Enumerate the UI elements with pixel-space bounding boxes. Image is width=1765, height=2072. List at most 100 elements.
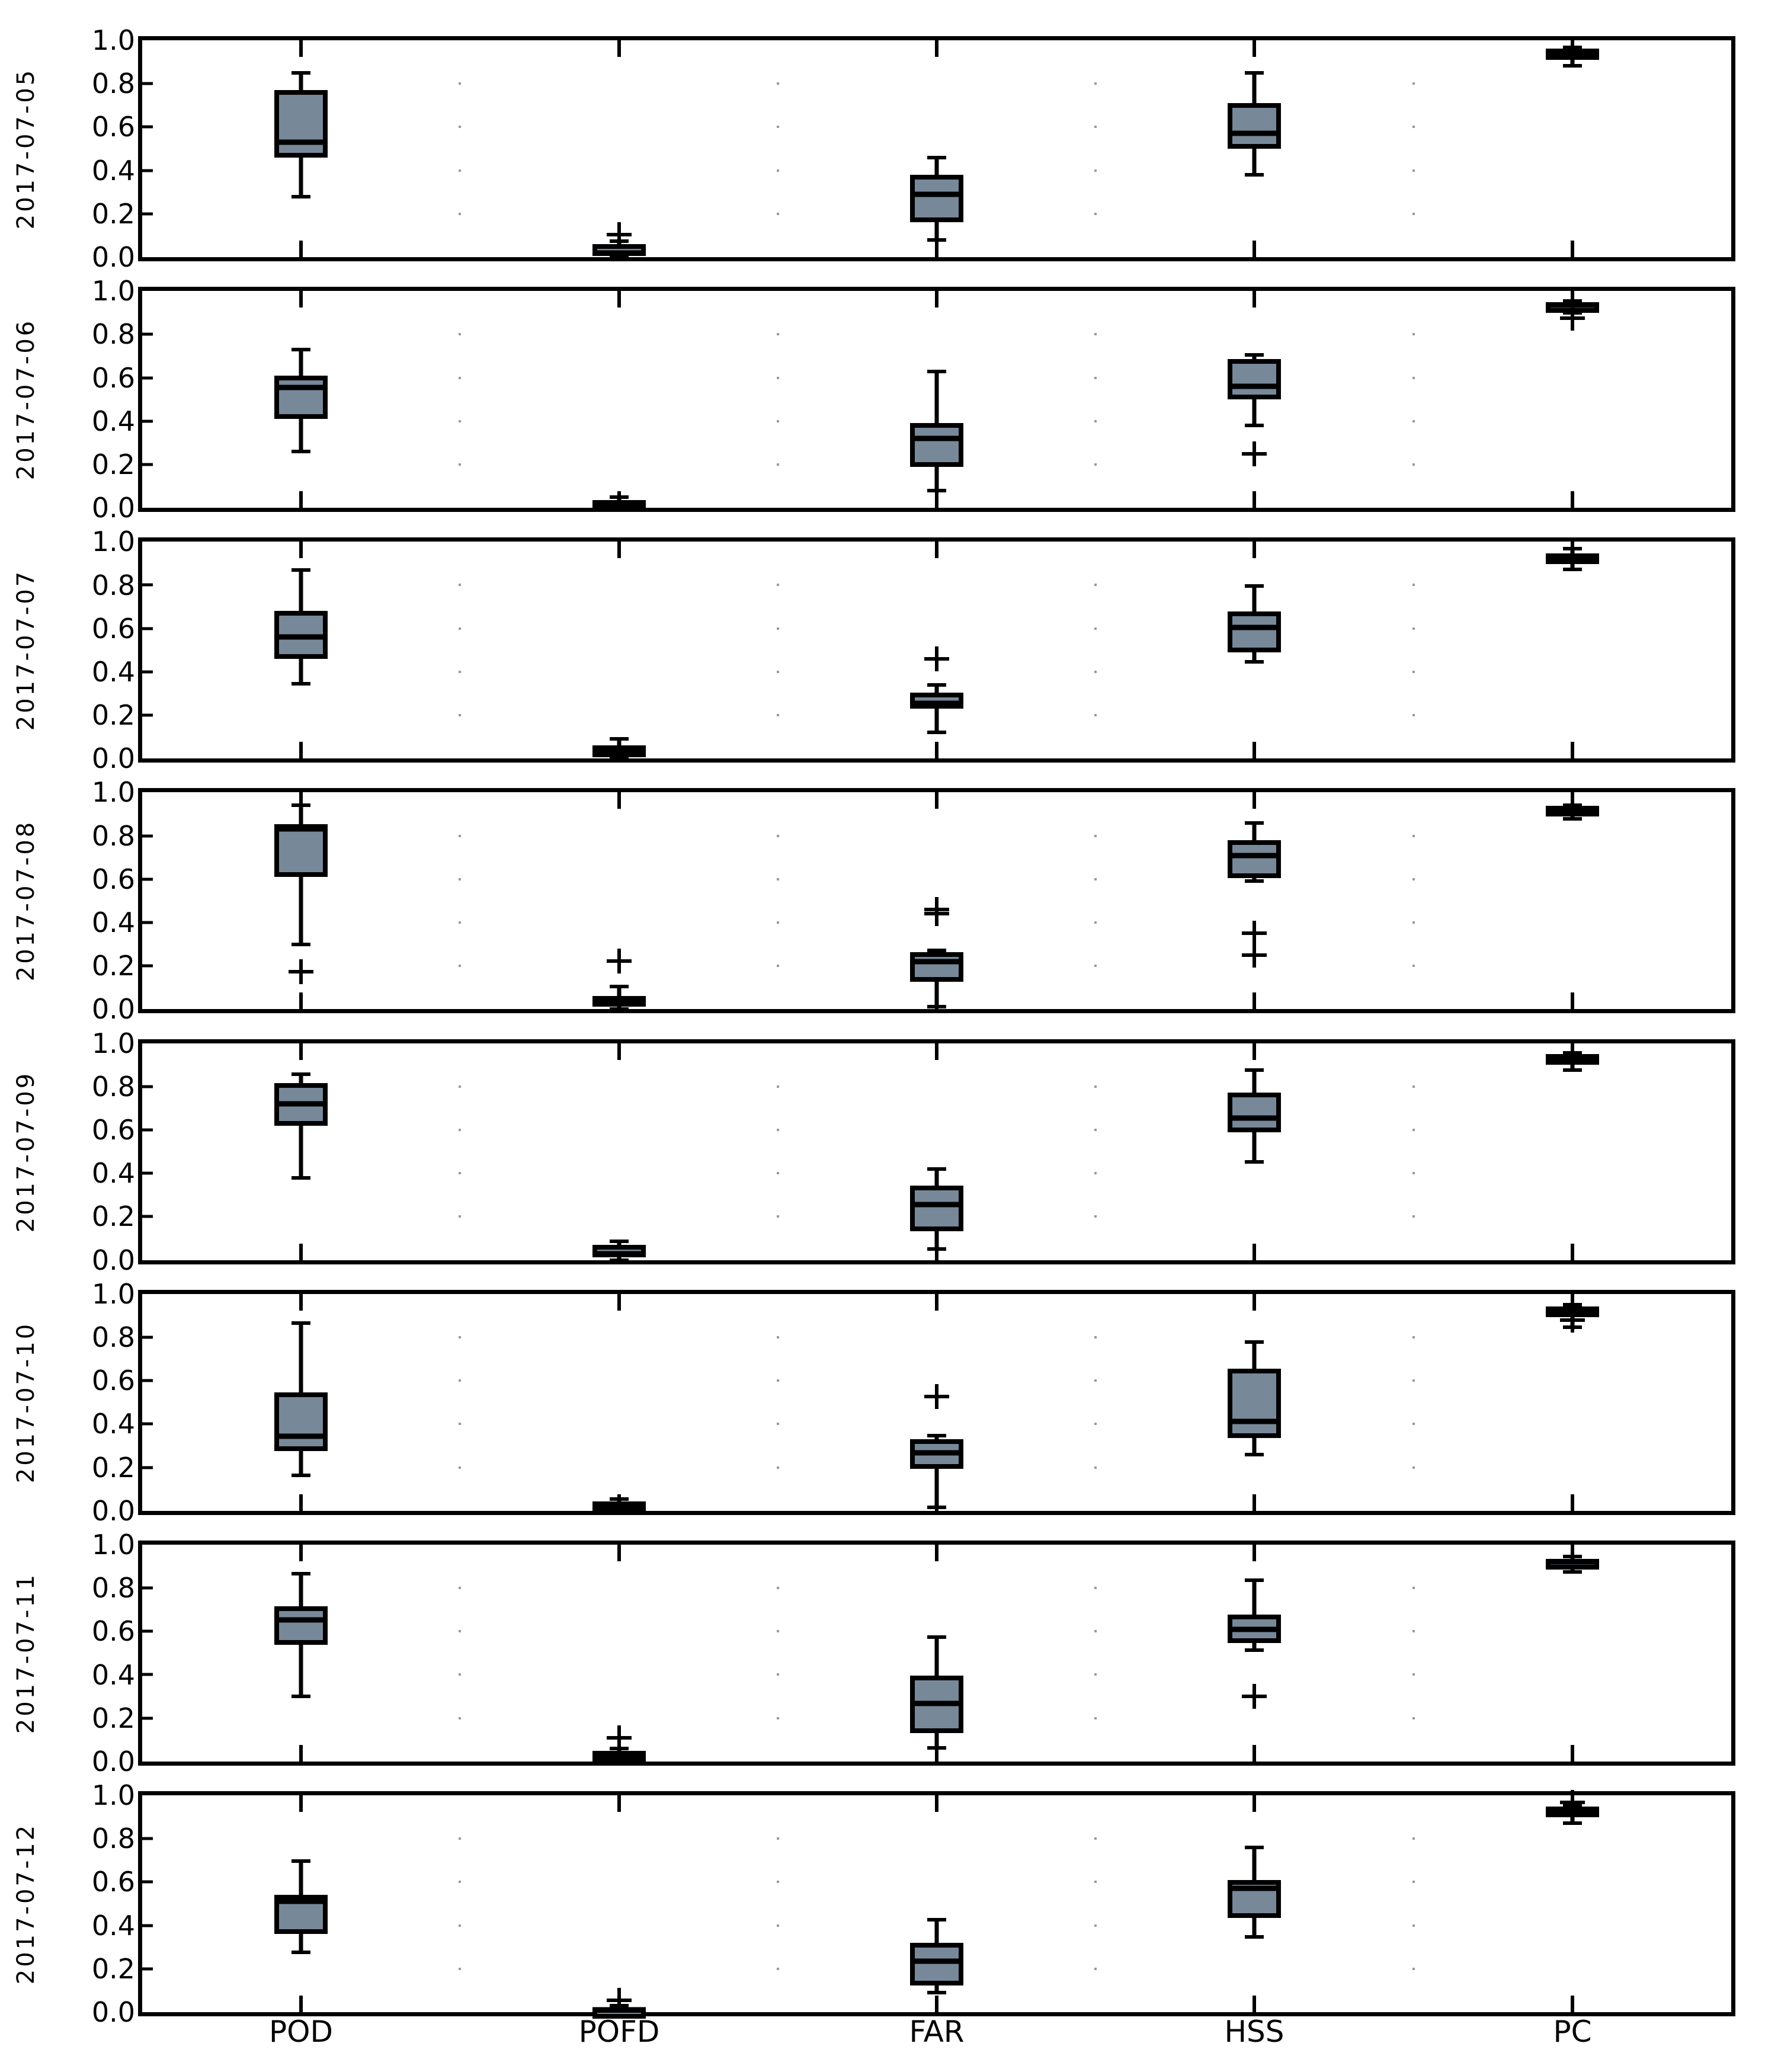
outlier-marker (606, 1725, 632, 1750)
grid-dot (776, 1172, 779, 1175)
x-tick (1570, 792, 1574, 809)
median-line (1228, 853, 1282, 859)
whisker-line (1252, 149, 1257, 175)
y-tick (142, 1967, 153, 1971)
grid-dot (776, 1379, 779, 1382)
x-tick (935, 40, 938, 57)
y-tick-label: 1.0 (91, 1528, 135, 1561)
x-category-label: POD (268, 2015, 334, 2049)
y-tick (142, 82, 153, 85)
y-axis-label: 2017-07-08 (6, 792, 46, 1009)
whisker-cap (292, 71, 311, 75)
whisker-line (1570, 563, 1575, 570)
grid-dot (1094, 1924, 1097, 1927)
grid-dot (776, 126, 779, 129)
grid-dot (1094, 627, 1097, 630)
whisker-cap (1245, 659, 1264, 664)
grid-dot (1094, 878, 1097, 880)
whisker-line (934, 982, 939, 1007)
x-tick (1570, 1494, 1574, 1511)
grid-dot (776, 1085, 779, 1088)
whisker-cap (1562, 1051, 1582, 1055)
grid-dot (776, 82, 779, 85)
whisker-cap (292, 1859, 311, 1863)
whisker-cap (927, 1918, 946, 1922)
grid-dot (1094, 921, 1097, 924)
whisker-cap (1245, 1452, 1264, 1456)
x-tick (1570, 1544, 1574, 1561)
whisker-cap (1245, 71, 1264, 75)
median-line (910, 1202, 963, 1208)
x-tick (1253, 1744, 1257, 1762)
y-tick-label: 0.0 (91, 1244, 135, 1276)
x-tick (617, 1293, 621, 1311)
grid-dot (1094, 463, 1097, 466)
x-tick (935, 1795, 938, 1812)
median-line (592, 1251, 646, 1257)
whisker-line (299, 1125, 303, 1178)
median-line (910, 959, 963, 965)
y-tick (142, 670, 153, 674)
y-tick (142, 1379, 153, 1382)
outlier-marker (1242, 942, 1267, 968)
grid-dot (776, 463, 779, 466)
grid-dot (459, 1716, 462, 1719)
grid-dot (459, 1630, 462, 1633)
y-tick-label: 0.0 (91, 993, 135, 1026)
grid-dot (1412, 921, 1415, 924)
grid-dot (776, 834, 779, 837)
box (274, 1392, 328, 1452)
grid-dot (459, 1423, 462, 1426)
whisker-cap (292, 1571, 311, 1575)
whisker-cap (1245, 1648, 1264, 1652)
whisker-line (1252, 1132, 1257, 1163)
median-line (274, 139, 328, 145)
y-tick-label: 0.2 (91, 1451, 135, 1484)
plot-panel (138, 36, 1735, 261)
grid-dot (459, 1967, 462, 1970)
y-tick-label: 0.4 (91, 1909, 135, 1942)
box (274, 1606, 328, 1645)
median-line (1228, 1115, 1282, 1121)
grid-dot (1094, 584, 1097, 587)
y-tick-label: 0.0 (91, 742, 135, 775)
y-tick-label: 0.0 (91, 1494, 135, 1527)
y-axis-label: 2017-07-07 (6, 542, 46, 758)
x-tick (299, 1293, 303, 1311)
whisker-cap (927, 238, 946, 242)
whisker-cap (1562, 1821, 1582, 1825)
whisker-line (299, 569, 303, 611)
x-tick (299, 491, 303, 508)
grid-dot (459, 1128, 462, 1131)
x-tick (1253, 1043, 1257, 1060)
x-tick (617, 40, 621, 57)
x-tick (299, 40, 303, 57)
plot-panel (138, 1289, 1735, 1515)
y-axis-label: 2017-07-09 (6, 1043, 46, 1260)
x-tick (1253, 792, 1257, 809)
x-tick (1253, 1494, 1257, 1511)
x-tick (1253, 1243, 1257, 1260)
x-tick (617, 542, 621, 559)
outlier-marker (1559, 1307, 1585, 1333)
box (274, 90, 328, 158)
median-line (274, 1898, 328, 1904)
box (1228, 1092, 1282, 1132)
x-tick (1570, 1996, 1574, 2013)
grid-dot (776, 627, 779, 630)
median-line (1228, 1626, 1282, 1632)
y-tick-label: 0.6 (91, 612, 135, 645)
y-tick (142, 964, 153, 968)
grid-dot (1094, 1716, 1097, 1719)
whisker-line (299, 877, 303, 944)
outlier-marker (606, 1988, 632, 2013)
grid-dot (1412, 1924, 1415, 1927)
grid-dot (459, 627, 462, 630)
grid-dot (1094, 834, 1097, 837)
x-tick (935, 1243, 938, 1260)
grid-dot (776, 169, 779, 172)
grid-dot (459, 169, 462, 172)
whisker-cap (1245, 1846, 1264, 1850)
y-tick-label: 1.0 (91, 24, 135, 56)
box (274, 824, 328, 878)
